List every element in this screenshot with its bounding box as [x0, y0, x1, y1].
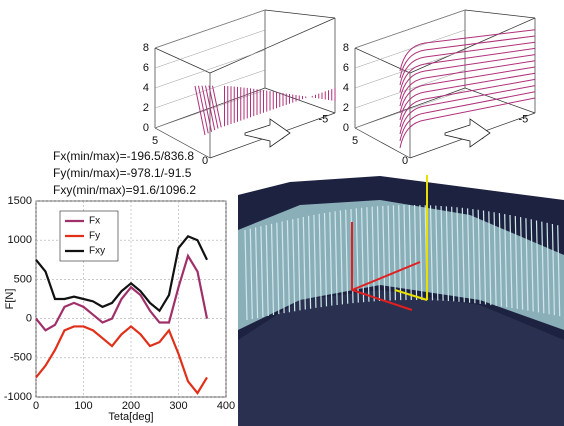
- x-tick-label: 100: [74, 400, 92, 412]
- z-tick-label: 8: [343, 42, 349, 54]
- grid-line: [155, 10, 265, 48]
- legend-label: Fxy: [89, 246, 105, 257]
- curtain-line: [400, 73, 535, 120]
- plot-3d: 02468500-5: [143, 10, 335, 167]
- y-axis-label: F[N]: [4, 289, 16, 310]
- annotation: Fxy(min/max)=91.6/1096.2: [53, 183, 196, 197]
- y-tick-label: 500: [14, 273, 32, 285]
- annotation: Fy(min/max)=-978.1/-91.5: [53, 166, 192, 180]
- y-tick-label: 1000: [8, 234, 32, 246]
- line-chart: Fx(min/max)=-196.5/836.8 Fy(min/max)=-978…: [4, 149, 235, 423]
- z-tick-label: 8: [143, 42, 149, 54]
- box-line: [265, 88, 335, 113]
- x-tick-label: 5: [352, 135, 358, 147]
- z-tick-label: 2: [343, 102, 349, 114]
- z-tick-label: 0: [143, 122, 149, 134]
- x-tick-label: 0: [402, 155, 408, 167]
- x-tick-label: 0: [202, 155, 208, 167]
- plot-3d: 02468500-5: [343, 10, 535, 167]
- y-tick-label: -5: [518, 114, 528, 126]
- grid-line: [355, 30, 465, 68]
- y-tick-label: 0: [26, 313, 32, 325]
- z-tick-label: 0: [343, 122, 349, 134]
- y-tick-label: 1500: [8, 195, 32, 207]
- box-line: [210, 18, 335, 73]
- box-line: [265, 10, 335, 18]
- z-tick-label: 4: [343, 82, 349, 94]
- z-tick-label: 6: [143, 62, 149, 74]
- x-tick-label: 400: [217, 400, 235, 412]
- x-axis-label: Teta[deg]: [108, 411, 153, 423]
- render-3d: [238, 175, 564, 426]
- z-tick-label: 2: [143, 102, 149, 114]
- legend-label: Fy: [89, 231, 100, 242]
- x-tick-label: 300: [169, 400, 187, 412]
- y-tick-label: -1000: [4, 391, 32, 403]
- box-line: [355, 128, 410, 158]
- box-line: [465, 10, 535, 18]
- grid-line: [155, 30, 265, 68]
- z-tick-label: 4: [143, 82, 149, 94]
- legend-label: Fx: [89, 216, 100, 227]
- y-tick-label: -5: [318, 114, 328, 126]
- box-line: [410, 18, 535, 73]
- annotation: Fx(min/max)=-196.5/836.8: [53, 149, 194, 163]
- grid-line: [355, 10, 465, 48]
- y-tick-label: -500: [10, 352, 32, 364]
- x-tick-label: 0: [33, 400, 39, 412]
- x-tick-label: 5: [152, 135, 158, 147]
- z-tick-label: 6: [343, 62, 349, 74]
- figure: 02468500-502468500-5Fx(min/max)=-196.5/8…: [0, 0, 564, 426]
